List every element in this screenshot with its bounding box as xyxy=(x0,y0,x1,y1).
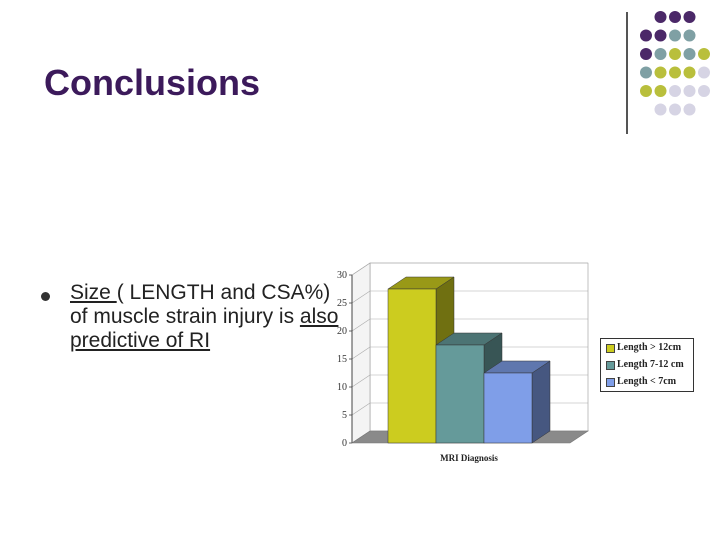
decorative-dot xyxy=(698,48,710,60)
y-tick-label: 25 xyxy=(337,298,347,309)
divider-line xyxy=(626,12,628,134)
gridline xyxy=(351,402,371,416)
bullet-marker xyxy=(41,292,50,301)
decorative-dot xyxy=(669,48,681,60)
legend-item: Length 7-12 cm xyxy=(601,358,693,373)
legend-label: Length 7-12 cm xyxy=(617,359,684,370)
decorative-dot xyxy=(669,29,681,42)
bar xyxy=(483,360,551,444)
y-tick-label: 10 xyxy=(337,382,347,393)
decorative-dot xyxy=(698,66,710,79)
decorative-dot xyxy=(654,85,667,97)
decorative-dot xyxy=(683,29,696,42)
y-tick-label: 0 xyxy=(342,438,347,449)
decorative-dot xyxy=(654,29,667,42)
decorative-dot xyxy=(654,11,667,23)
gridline xyxy=(351,290,371,304)
y-tick-label: 15 xyxy=(337,354,347,365)
y-tick-label: 20 xyxy=(337,326,347,337)
decorative-dot xyxy=(640,85,652,97)
decorative-dot xyxy=(669,11,681,23)
legend-item: Length > 12cm xyxy=(601,341,693,356)
bullet-text-size: Size xyxy=(70,281,117,304)
gridline xyxy=(351,262,371,276)
decorative-dot xyxy=(669,85,681,97)
legend-label: Length > 12cm xyxy=(617,342,682,353)
chart-legend: Length > 12cm Length 7-12 cm Length < 7c… xyxy=(600,338,694,392)
legend-swatch xyxy=(606,361,615,370)
decorative-dot xyxy=(683,11,696,23)
decorative-dot xyxy=(654,66,667,79)
gridline xyxy=(351,346,371,360)
decorative-dot xyxy=(683,48,696,60)
bullet-text-middle: ( LENGTH and CSA%) of muscle strain inju… xyxy=(70,281,331,328)
legend-label: Length < 7cm xyxy=(617,376,677,387)
decorative-dot xyxy=(669,66,681,79)
bar-chart: 0 5 10 15 20 25 30 MRI Diagnosis xyxy=(337,262,589,463)
decorative-dot xyxy=(683,66,696,79)
decorative-dot xyxy=(640,29,652,42)
decorative-dot xyxy=(640,48,652,60)
decorative-dot xyxy=(654,103,667,116)
decorative-dot xyxy=(683,103,696,116)
decorative-dot xyxy=(683,85,696,97)
y-tick-label: 5 xyxy=(342,410,347,421)
y-tick-label: 30 xyxy=(337,270,347,281)
legend-swatch xyxy=(606,344,615,353)
legend-swatch xyxy=(606,378,615,387)
decorative-dot xyxy=(654,48,667,60)
legend-item: Length < 7cm xyxy=(601,375,693,390)
bullet-text: Size ( LENGTH and CSA%) of muscle strain… xyxy=(70,281,340,353)
decorative-dot xyxy=(698,85,710,97)
x-axis-label: MRI Diagnosis xyxy=(440,453,498,463)
gridline xyxy=(351,318,371,332)
decorative-dot xyxy=(669,103,681,116)
page-title: Conclusions xyxy=(44,62,261,103)
gridline xyxy=(351,374,371,388)
bullet-text-predictive: also predictive of RI xyxy=(70,305,339,352)
decorative-dot xyxy=(640,66,652,79)
